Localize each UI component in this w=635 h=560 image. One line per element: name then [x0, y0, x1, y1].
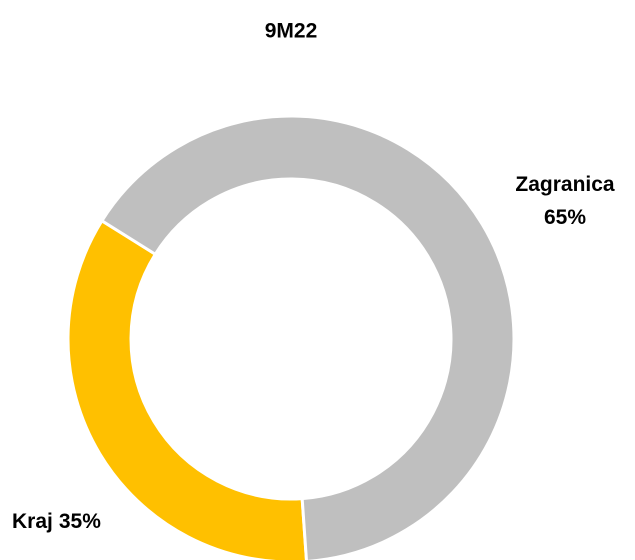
value-label: 35%: [59, 510, 101, 533]
slice: [66, 218, 308, 560]
slices: [66, 114, 516, 560]
value-label: 65%: [544, 206, 586, 229]
slice-label: Kraj 35%: [12, 510, 101, 533]
category-label: Kraj: [12, 510, 53, 533]
slice-label: 65%: [544, 206, 586, 229]
chart-title: 9M22: [265, 20, 318, 43]
slice-label: Zagranica: [515, 173, 615, 196]
category-label: Zagranica: [515, 173, 615, 196]
slice: [99, 114, 516, 560]
